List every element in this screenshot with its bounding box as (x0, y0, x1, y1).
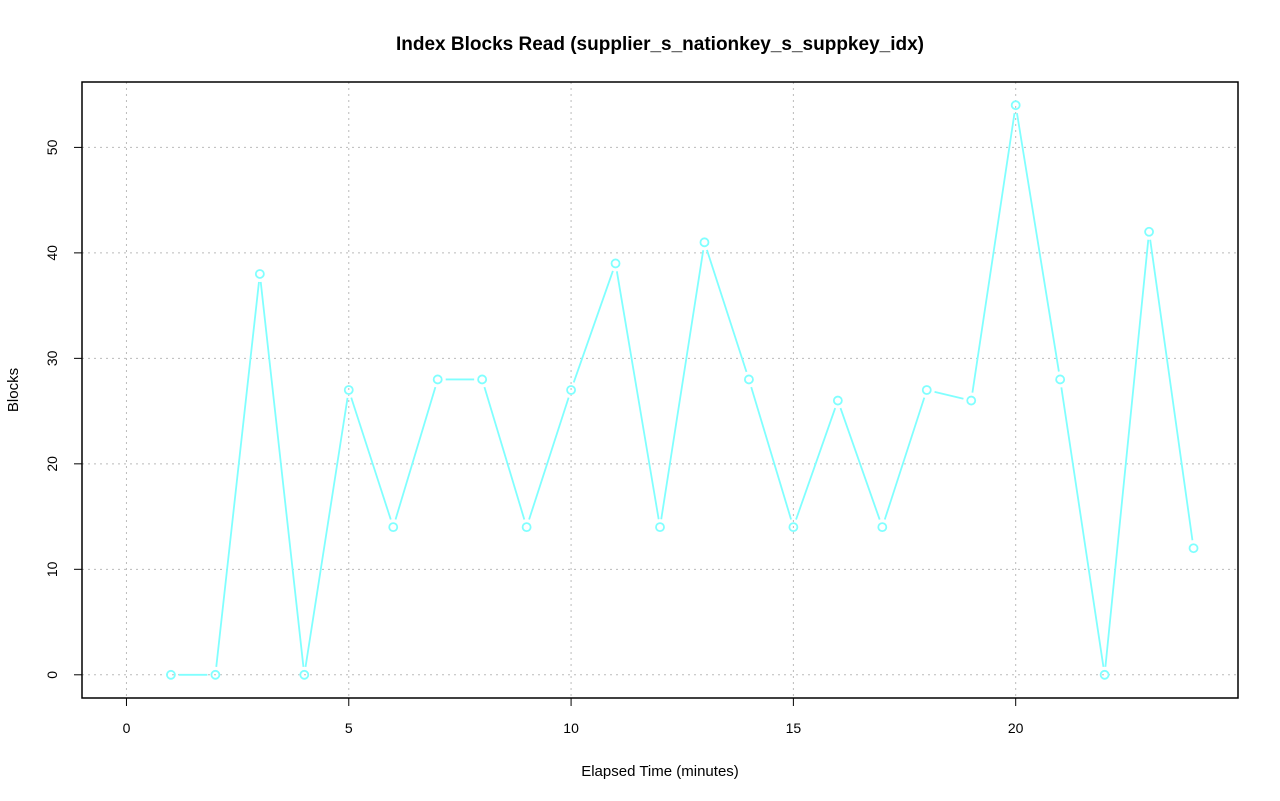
y-tick-label: 30 (44, 350, 60, 366)
data-point (343, 385, 354, 395)
series-line-segment (483, 386, 526, 520)
series-line-segment (934, 390, 964, 400)
series-line-segment (883, 397, 926, 520)
x-tick-label: 10 (563, 720, 579, 736)
x-tick-label: 15 (786, 720, 802, 736)
data-point (832, 395, 843, 406)
data-point (388, 522, 399, 533)
data-point (966, 395, 977, 406)
series-line-segment (215, 281, 260, 667)
data-point (699, 237, 710, 248)
series-line-segment (394, 386, 437, 520)
data-point (210, 669, 221, 680)
data-point (610, 258, 621, 269)
series-line-segment (615, 271, 660, 520)
data-point (566, 385, 576, 395)
data-point (1010, 100, 1021, 111)
series-line-segment (528, 397, 570, 520)
series-line-segment (795, 407, 837, 520)
series-line-segment (706, 249, 748, 373)
series-line-segment (839, 407, 881, 520)
x-tick-label: 0 (123, 720, 131, 736)
series-line-segment (971, 112, 1016, 393)
y-tick-label: 40 (44, 245, 60, 261)
series-line-segment (750, 386, 792, 520)
plot-frame (81, 81, 1239, 699)
x-tick-label: 5 (345, 720, 353, 736)
y-tick-label: 50 (44, 139, 60, 155)
data-point (921, 385, 932, 395)
data-point (299, 669, 310, 680)
series-line-segment (259, 281, 305, 667)
data-point (788, 522, 799, 533)
data-point (655, 522, 665, 533)
series-line-segment (660, 250, 705, 520)
series-line-segment (304, 397, 349, 668)
data-point (166, 669, 176, 680)
x-axis-label: Elapsed Time (minutes) (581, 763, 739, 780)
data-point (521, 522, 532, 533)
data-point (254, 269, 265, 279)
y-tick-label: 0 (44, 671, 60, 679)
chart-title: Index Blocks Read (supplier_s_nationkey_… (396, 34, 924, 55)
x-tick-label: 20 (1008, 720, 1024, 736)
data-point (1188, 543, 1199, 554)
data-point (477, 374, 488, 385)
data-point (877, 522, 888, 533)
data-point (744, 374, 754, 385)
data-point (432, 374, 443, 385)
series-line-segment (1016, 112, 1060, 372)
data-point (1055, 374, 1066, 385)
series-line-segment (1060, 387, 1105, 668)
data-point (1144, 226, 1154, 237)
y-tick-label: 20 (44, 456, 60, 472)
y-axis-label: Blocks (5, 368, 22, 412)
y-tick-label: 10 (44, 561, 60, 577)
data-point (1099, 669, 1110, 680)
series-line-segment (1149, 239, 1194, 541)
series-line-segment (1104, 239, 1150, 667)
series-line-segment (572, 270, 614, 383)
series-line-segment (350, 397, 392, 520)
